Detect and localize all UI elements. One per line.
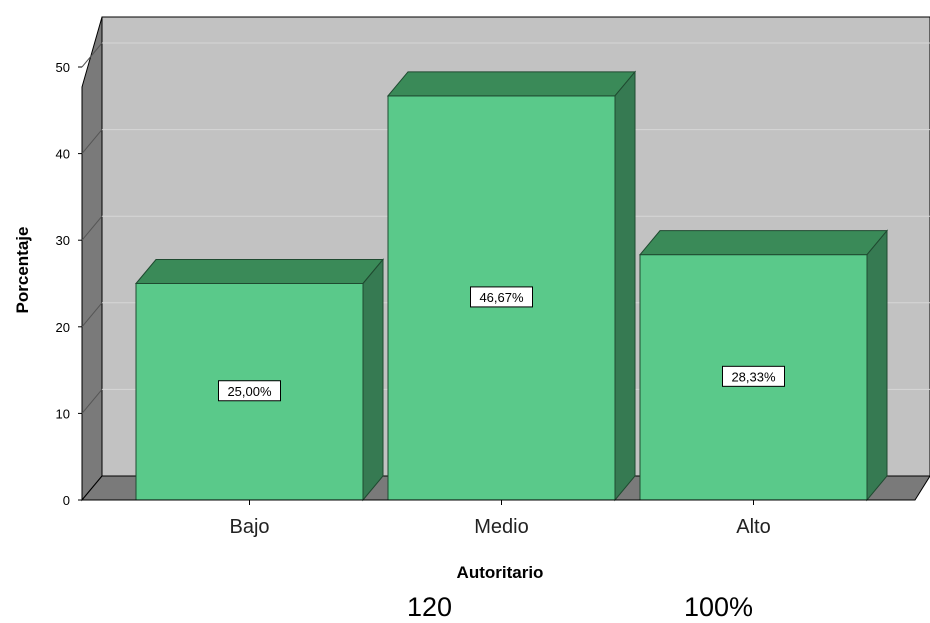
data-label-box xyxy=(218,380,281,402)
x-tick-label: Medio xyxy=(474,516,528,538)
y-axis: 0 10 20 30 40 50 xyxy=(56,60,82,508)
bar-medio xyxy=(386,70,637,502)
side-wall xyxy=(81,16,103,502)
bar-bajo xyxy=(134,258,385,502)
data-label-text: 28,33% xyxy=(731,369,776,384)
data-labels: 25,00% 46,67% 28,33% xyxy=(218,286,785,402)
data-label-text: 25,00% xyxy=(227,384,272,399)
y-tick-label: 40 xyxy=(56,147,70,162)
gridline-side xyxy=(81,129,103,154)
bar-top xyxy=(638,230,889,256)
x-axis-title: Autoritario xyxy=(457,563,544,582)
data-label: 46,67% xyxy=(470,286,533,308)
y-tick-label: 50 xyxy=(56,60,70,75)
y-tick-label: 0 xyxy=(63,493,70,508)
y-tick-label: 20 xyxy=(56,320,70,335)
bar-side xyxy=(866,229,888,502)
y-axis-title: Porcentaje xyxy=(13,227,32,314)
gridline-side xyxy=(81,42,103,68)
data-label: 25,00% xyxy=(218,380,281,402)
bar-side xyxy=(362,258,384,502)
x-axis: Bajo Medio Alto xyxy=(82,499,915,538)
y-tick-label: 10 xyxy=(56,406,70,421)
gridline-side xyxy=(81,302,103,328)
bar-top xyxy=(386,71,637,97)
data-label: 28,33% xyxy=(722,365,785,387)
bar-side xyxy=(614,70,636,502)
bar-top xyxy=(134,259,385,284)
gridline-side xyxy=(81,389,103,414)
x-tick-label: Bajo xyxy=(229,516,269,538)
gridline-side xyxy=(81,215,103,241)
footer-right-value: 100% xyxy=(684,592,754,622)
data-label-box xyxy=(722,365,785,387)
bar-alto xyxy=(638,229,889,502)
x-tick-label: Alto xyxy=(736,516,770,538)
footer-left-value: 120 xyxy=(407,592,453,622)
y-tick-label: 30 xyxy=(56,233,70,248)
data-label-text: 46,67% xyxy=(479,290,524,305)
data-label-box xyxy=(470,286,533,308)
